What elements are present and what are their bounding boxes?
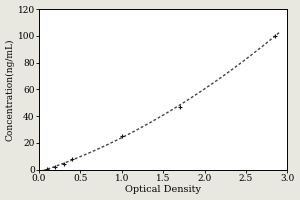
Y-axis label: Concentration(ng/mL): Concentration(ng/mL)	[6, 38, 15, 141]
X-axis label: Optical Density: Optical Density	[125, 185, 201, 194]
